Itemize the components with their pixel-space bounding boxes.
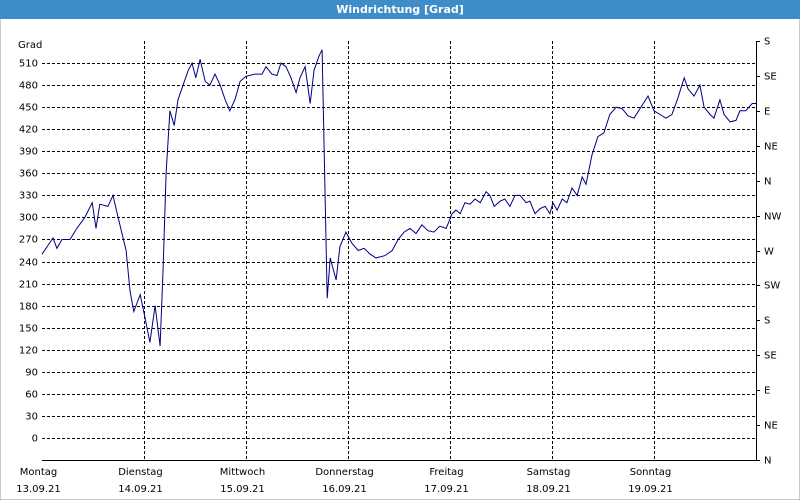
y-tick-label: 420 bbox=[19, 125, 38, 136]
y-tick-label: 360 bbox=[19, 169, 38, 180]
y2-tick-label: E bbox=[764, 107, 770, 118]
y-tick-label: 60 bbox=[25, 390, 38, 401]
y-tick-label: 330 bbox=[19, 191, 38, 202]
y2-tick-label: W bbox=[764, 247, 774, 258]
x-tick-label: Freitag bbox=[429, 467, 463, 478]
y2-tick-label: N bbox=[764, 456, 771, 467]
x-tick-label: Montag bbox=[20, 467, 57, 478]
x-tick-label: 13.09.21 bbox=[16, 484, 61, 495]
y2-tick-label: SW bbox=[764, 281, 780, 292]
x-tick-label: 18.09.21 bbox=[526, 484, 571, 495]
y2-tick-label: S bbox=[764, 316, 770, 327]
y2-tick-label: NW bbox=[764, 212, 781, 223]
x-tick-label: Samstag bbox=[527, 467, 571, 478]
x-tick-label: 19.09.21 bbox=[628, 484, 673, 495]
y-tick-label: 270 bbox=[19, 235, 38, 246]
y-tick-label: 510 bbox=[19, 59, 38, 70]
y-tick-label: 0 bbox=[32, 434, 38, 445]
y-axis-label: Grad bbox=[18, 40, 42, 51]
title-bar bbox=[0, 0, 800, 19]
y2-tick-label: SE bbox=[764, 72, 777, 83]
y2-tick-label: NE bbox=[764, 421, 778, 432]
y2-tick-label: N bbox=[764, 177, 771, 188]
y-tick-label: 240 bbox=[19, 258, 38, 269]
y-tick-label: 300 bbox=[19, 213, 38, 224]
chart-title: Windrichtung [Grad] bbox=[336, 3, 464, 16]
x-tick-label: 15.09.21 bbox=[220, 484, 265, 495]
data-line bbox=[41, 49, 756, 347]
y2-tick-label: SE bbox=[764, 351, 777, 362]
x-tick-label: 14.09.21 bbox=[118, 484, 163, 495]
y2-tick-label: S bbox=[764, 37, 770, 48]
y-tick-label: 90 bbox=[25, 368, 38, 379]
x-tick-label: Sonntag bbox=[630, 467, 672, 478]
y2-tick-label: E bbox=[764, 386, 770, 397]
y-tick-label: 150 bbox=[19, 324, 38, 335]
y-tick-label: 480 bbox=[19, 81, 38, 92]
x-tick-label: 16.09.21 bbox=[322, 484, 367, 495]
x-tick-label: Donnerstag bbox=[315, 467, 373, 478]
y-tick-label: 450 bbox=[19, 103, 38, 114]
y-tick-label: 30 bbox=[25, 412, 38, 423]
y-tick-label: 210 bbox=[19, 280, 38, 291]
x-tick-label: 17.09.21 bbox=[424, 484, 469, 495]
y-tick-label: 390 bbox=[19, 147, 38, 158]
x-tick-label: Mittwoch bbox=[220, 467, 265, 478]
x-tick-label: Dienstag bbox=[118, 467, 163, 478]
y2-tick-label: NE bbox=[764, 142, 778, 153]
y-tick-label: 180 bbox=[19, 302, 38, 313]
y-tick-label: 120 bbox=[19, 346, 38, 357]
